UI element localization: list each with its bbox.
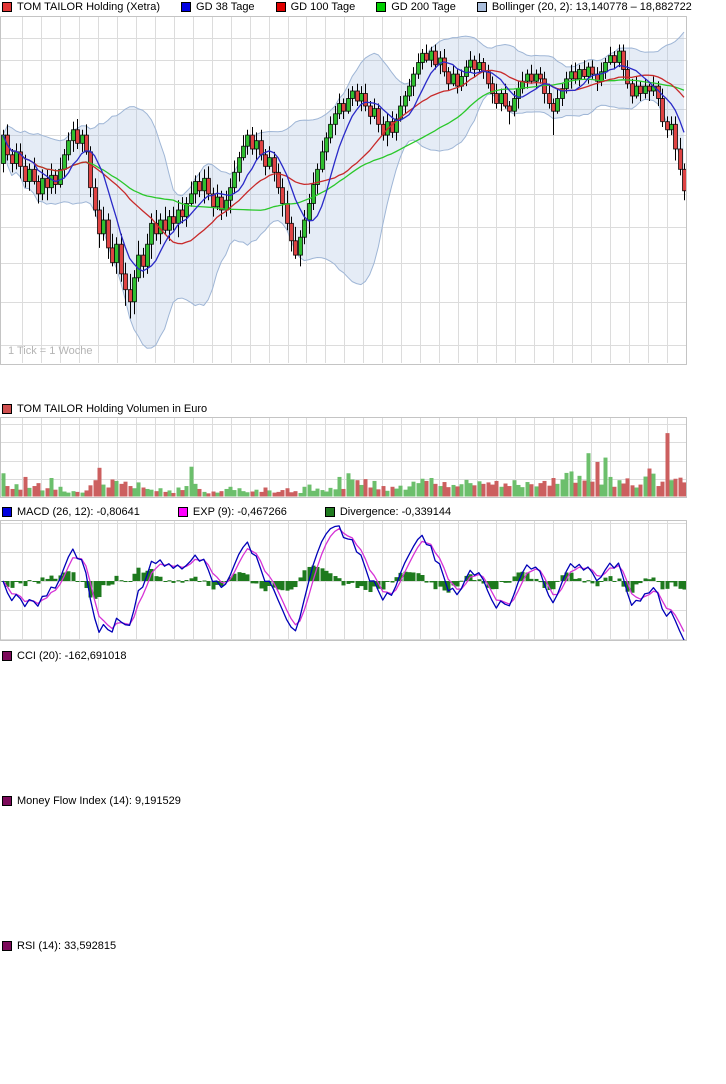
rsi-chart-canvas <box>0 953 726 1079</box>
macd-chart-legend: MACD (26, 12): -0,80641 EXP (9): -0,4672… <box>2 506 451 518</box>
exp-swatch-icon <box>177 507 188 517</box>
legend-label: CCI (20): -162,691018 <box>17 650 127 662</box>
gd200-swatch-icon <box>376 2 387 12</box>
legend-label: GD 38 Tage <box>196 1 255 13</box>
legend-label: EXP (9): -0,467266 <box>192 506 287 518</box>
rsi-chart-legend: RSI (14): 33,592815 <box>2 940 116 952</box>
bollinger-swatch-icon <box>476 2 487 12</box>
legend-item-gd38: GD 38 Tage <box>181 1 255 13</box>
legend-label: MACD (26, 12): -0,80641 <box>17 506 140 518</box>
legend-item-gd100: GD 100 Tage <box>275 1 356 13</box>
legend-label: GD 100 Tage <box>290 1 356 13</box>
gd100-swatch-icon <box>275 2 286 12</box>
legend-item-gd200: GD 200 Tage <box>376 1 456 13</box>
legend-item-volume: TOM TAILOR Holding Volumen in Euro <box>2 403 207 415</box>
legend-item-divergence: Divergence: -0,339144 <box>324 506 452 518</box>
legend-label: TOM TAILOR Holding Volumen in Euro <box>17 403 208 415</box>
volume-swatch-icon <box>2 404 12 414</box>
macd-swatch-icon <box>2 507 12 517</box>
legend-item-exp: EXP (9): -0,467266 <box>177 506 287 518</box>
legend-item-bollinger: Bollinger (20, 2): 13,140778 – 18,882722 <box>476 1 692 13</box>
legend-label: Divergence: -0,339144 <box>339 506 452 518</box>
legend-label: TOM TAILOR Holding (Xetra) <box>17 1 161 13</box>
legend-item-macd: MACD (26, 12): -0,80641 <box>2 506 140 518</box>
legend-item-mfi: Money Flow Index (14): 9,191529 <box>2 795 181 807</box>
price-chart-canvas <box>0 14 726 366</box>
legend-label: Bollinger (20, 2): 13,140778 – 18,882722 <box>491 1 692 13</box>
price-chart-legend: TOM TAILOR Holding (Xetra) GD 38 Tage GD… <box>2 1 692 13</box>
divergence-swatch-icon <box>324 507 335 517</box>
legend-label: Money Flow Index (14): 9,191529 <box>17 795 181 807</box>
mfi-chart-canvas <box>0 808 726 932</box>
legend-item-rsi: RSI (14): 33,592815 <box>2 940 116 952</box>
cci-chart-legend: CCI (20): -162,691018 <box>2 650 126 662</box>
tick-note: 1 Tick = 1 Woche <box>8 345 93 357</box>
cci-swatch-icon <box>2 651 12 661</box>
instrument-swatch-icon <box>2 2 12 12</box>
rsi-swatch-icon <box>2 941 12 951</box>
cci-chart-canvas <box>0 663 726 787</box>
mfi-chart-legend: Money Flow Index (14): 9,191529 <box>2 795 181 807</box>
legend-item-instrument: TOM TAILOR Holding (Xetra) <box>2 1 160 13</box>
gd38-swatch-icon <box>181 2 192 12</box>
volume-chart-legend: TOM TAILOR Holding Volumen in Euro <box>2 403 207 415</box>
macd-chart-canvas <box>0 519 726 641</box>
volume-chart-canvas <box>0 416 726 500</box>
legend-item-cci: CCI (20): -162,691018 <box>2 650 126 662</box>
legend-label: GD 200 Tage <box>391 1 456 13</box>
legend-label: RSI (14): 33,592815 <box>17 940 117 952</box>
mfi-swatch-icon <box>2 796 12 806</box>
